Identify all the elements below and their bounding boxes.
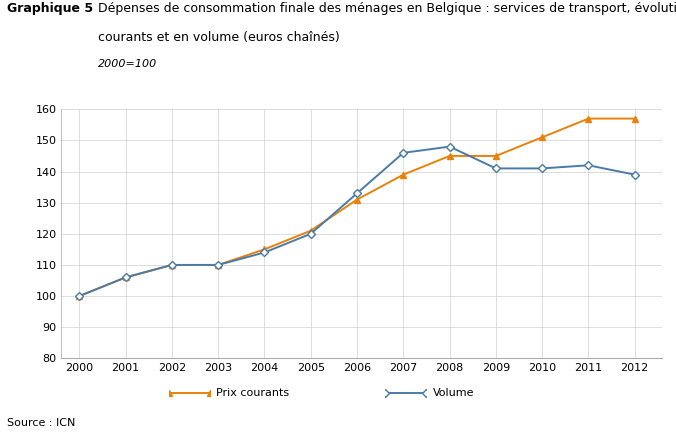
Text: Source : ICN: Source : ICN (7, 418, 75, 428)
Text: Dépenses de consommation finale des ménages en Belgique : services de transport,: Dépenses de consommation finale des ména… (98, 2, 676, 15)
Text: Prix courants: Prix courants (216, 388, 289, 398)
Text: courants et en volume (euros chaînés): courants et en volume (euros chaînés) (98, 31, 340, 44)
Text: Graphique 5: Graphique 5 (7, 2, 93, 15)
Text: Volume: Volume (433, 388, 474, 398)
Text: 2000=100: 2000=100 (98, 59, 158, 69)
